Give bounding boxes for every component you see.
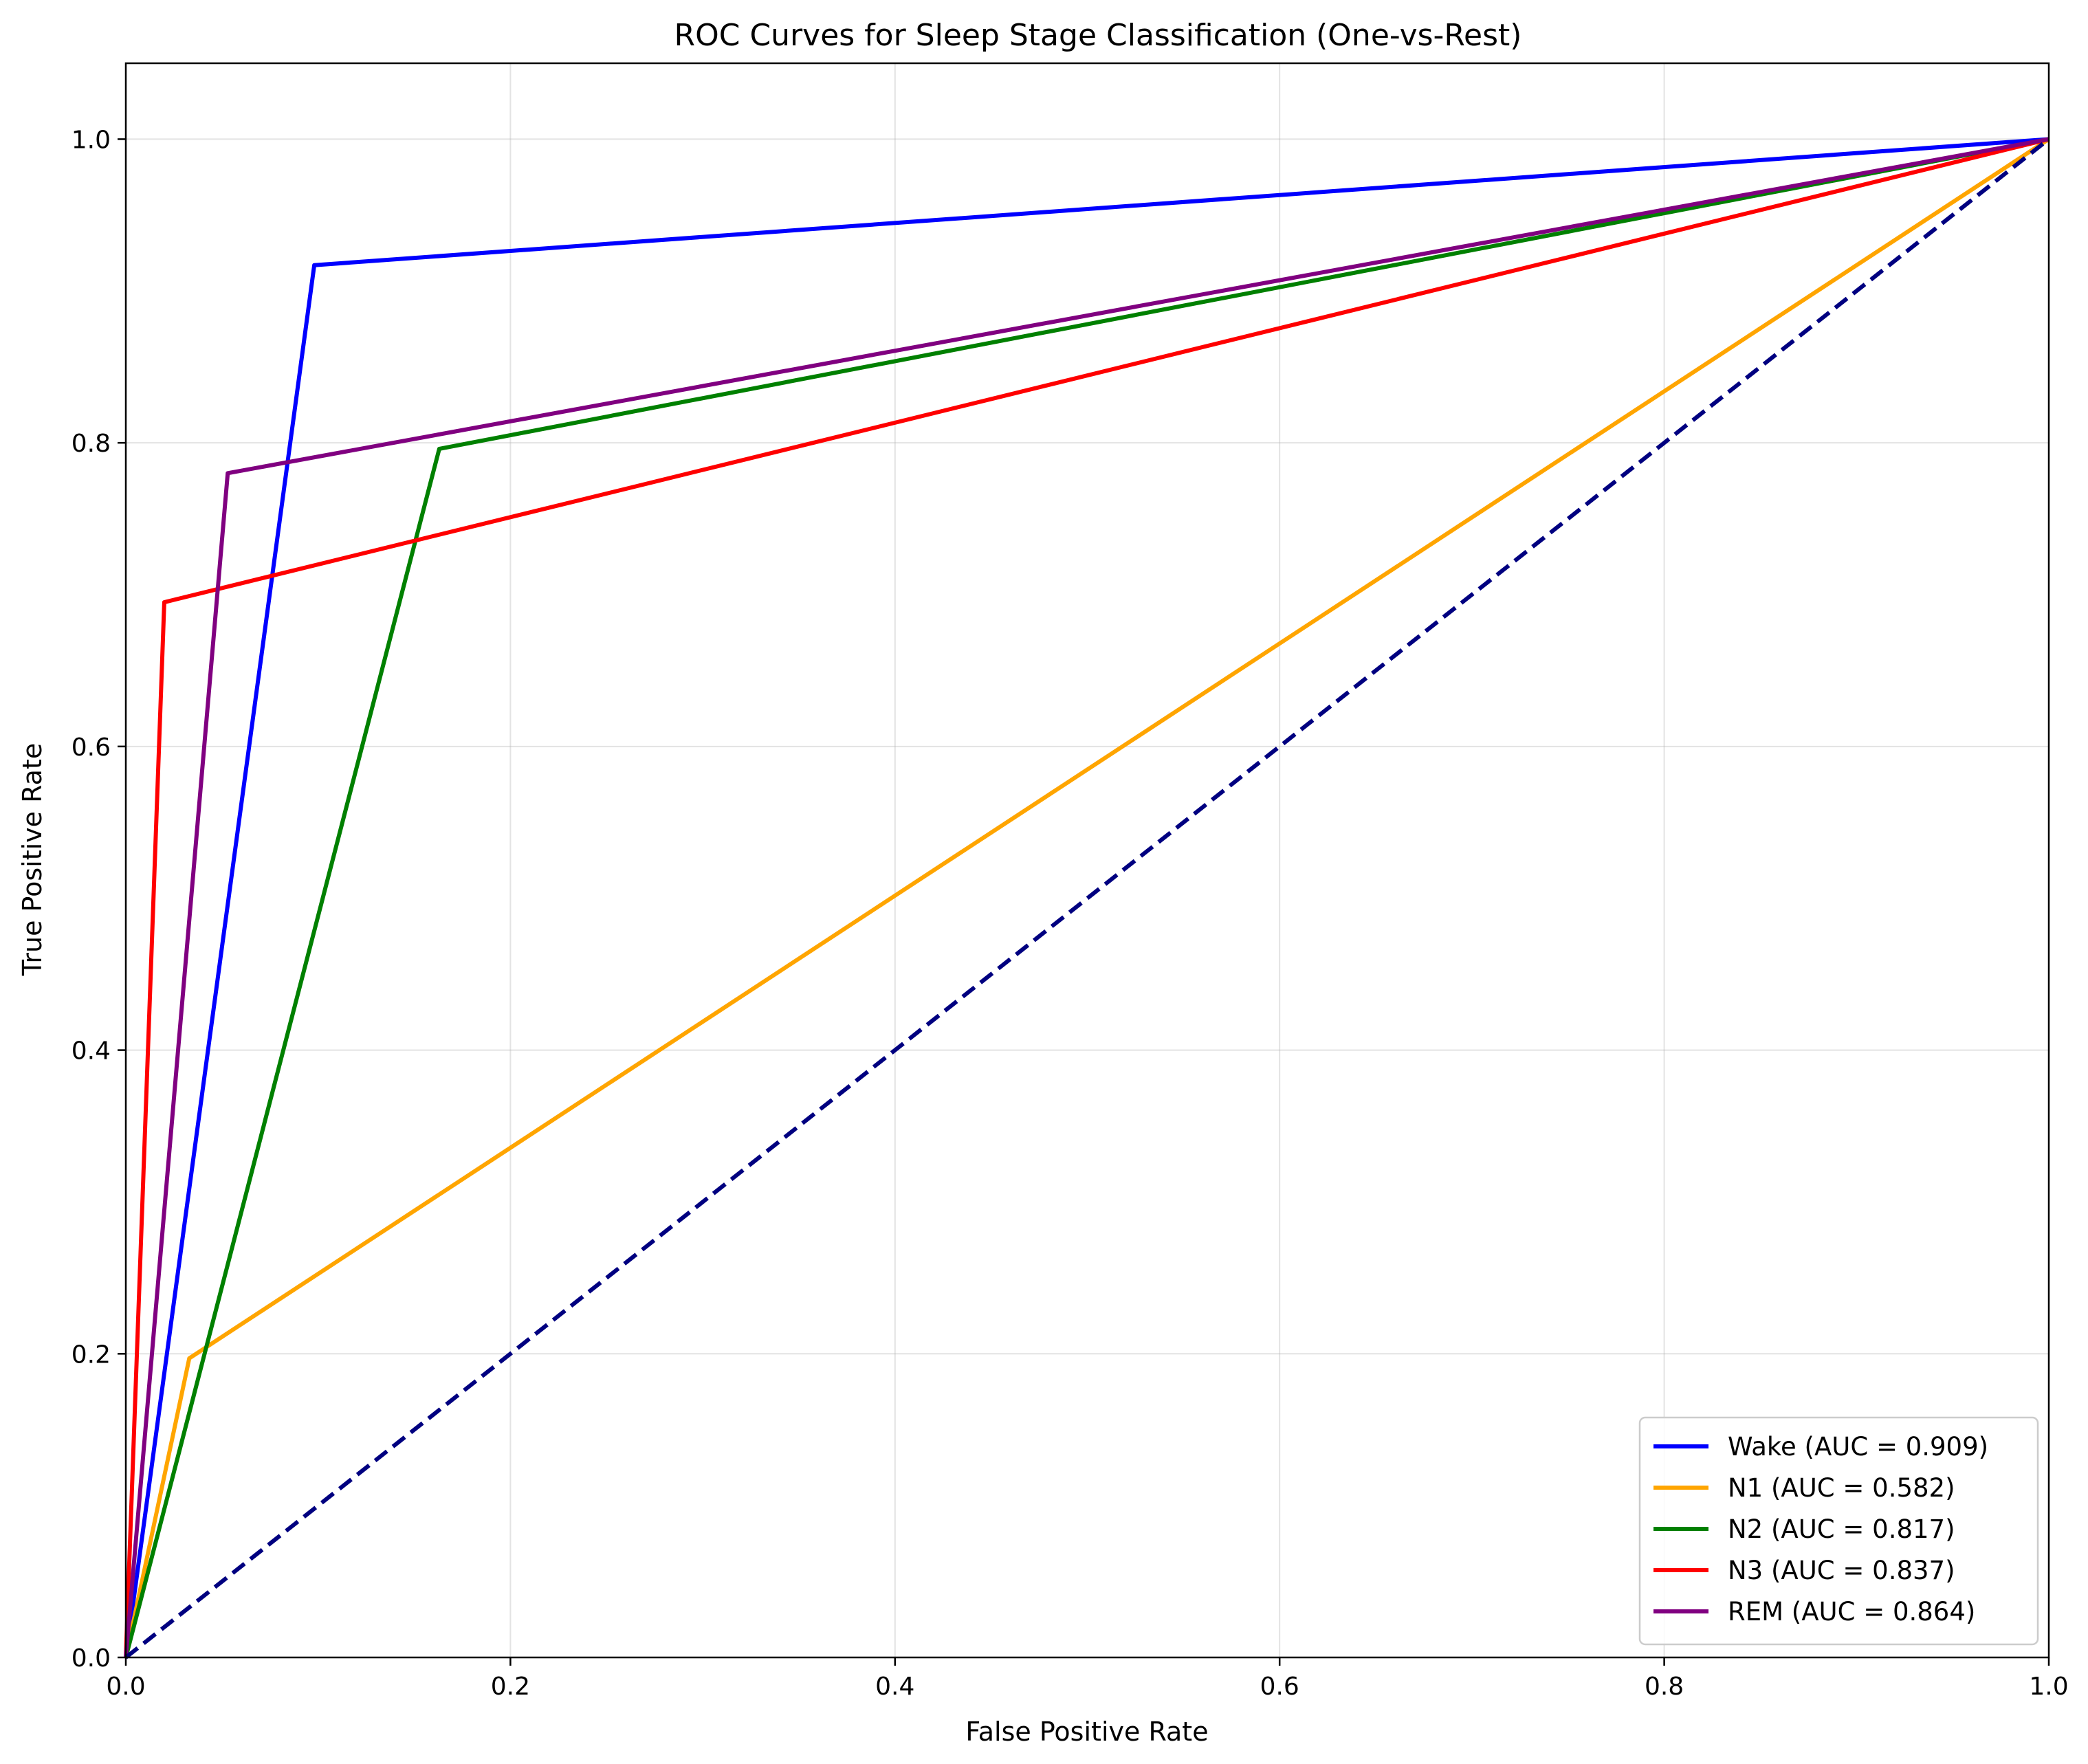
legend-label: N1 (AUC = 0.582) — [1728, 1473, 1955, 1503]
y-axis-label: True Positive Rate — [17, 743, 47, 977]
plot-frame — [124, 62, 2050, 1659]
roc-curve-rem — [124, 137, 2049, 1658]
grid-layer — [125, 63, 2049, 1658]
y-tick-label: 0.4 — [72, 1037, 111, 1066]
legend-label: REM (AUC = 0.864) — [1728, 1597, 1975, 1627]
x-tick-label: 1.0 — [2029, 1673, 2068, 1701]
x-tick-label: 0.0 — [106, 1673, 145, 1701]
x-tick-label: 0.2 — [491, 1673, 530, 1701]
y-tick-label: 1.0 — [72, 126, 111, 154]
x-tick-label: 0.6 — [1260, 1673, 1299, 1701]
legend-box — [1638, 1416, 2039, 1646]
chart-title: ROC Curves for Sleep Stage Classificatio… — [674, 18, 1522, 53]
y-tick-label: 0.0 — [72, 1644, 111, 1673]
y-tick-label: 0.8 — [72, 430, 111, 458]
roc-curve-n2 — [124, 137, 2049, 1658]
roc-curve-n3 — [124, 137, 2049, 1658]
roc-curve-n1 — [124, 137, 2050, 1658]
legend-entries: Wake (AUC = 0.909) N1 (AUC = 0.582) N2 (AU… — [1653, 1432, 1988, 1627]
legend: Wake (AUC = 0.909) N1 (AUC = 0.582) N2 (AU… — [1638, 1416, 2039, 1646]
legend-label: Wake (AUC = 0.909) — [1728, 1432, 1988, 1462]
x-axis-label: False Positive Rate — [965, 1717, 1208, 1747]
x-tick-label: 0.8 — [1645, 1673, 1684, 1701]
legend-label: N3 (AUC = 0.837) — [1728, 1556, 1955, 1585]
legend-label: N2 (AUC = 0.817) — [1728, 1514, 1955, 1544]
ticks-layer: 0.0 0.2 0.4 0.6 0.8 1.0 0.0 0.2 0.4 0.6 0.8 1.0 — [72, 126, 2069, 1701]
y-tick-label: 0.6 — [72, 734, 111, 762]
x-tick-label: 0.4 — [875, 1673, 914, 1701]
series-layer — [124, 137, 2050, 1660]
y-tick-label: 0.2 — [72, 1341, 111, 1369]
roc-curve-wake — [124, 137, 2049, 1658]
